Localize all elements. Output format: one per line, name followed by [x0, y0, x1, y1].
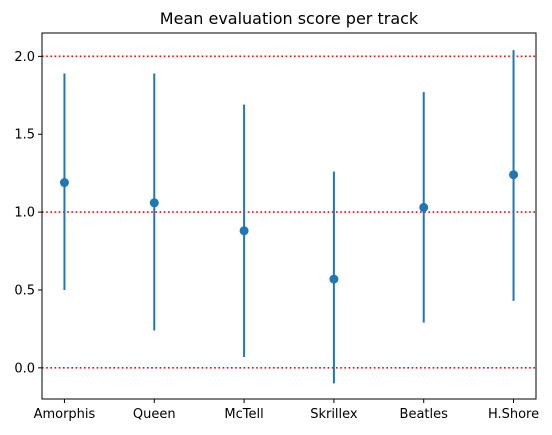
y-tick-label: 0.0 [14, 361, 35, 376]
axes-frame [41, 32, 537, 400]
y-tick-label: 1.0 [14, 206, 35, 221]
x-tick-label: H.Shore [488, 407, 539, 422]
x-tick-label: Skrillex [310, 407, 358, 422]
y-tick-label: 0.5 [14, 283, 35, 298]
mean-point [149, 198, 159, 208]
y-tick-label: 1.5 [14, 128, 35, 143]
y-tick-label: 2.0 [14, 50, 35, 65]
x-tick-label: Beatles [400, 407, 449, 422]
mean-point [59, 178, 69, 188]
mean-point [509, 170, 519, 180]
mean-point [239, 226, 249, 236]
x-tick-label: Queen [133, 407, 176, 422]
x-tick-label: Amorphis [34, 407, 96, 422]
mean-point [419, 202, 429, 212]
mean-point [329, 274, 339, 284]
chart-title: Mean evaluation score per track [160, 9, 419, 28]
x-tick-label: McTell [224, 407, 263, 422]
plot-area: 0.0 0.5 1.0 1.5 2.0 Amorphis Queen McTell Skrill… [14, 32, 539, 422]
